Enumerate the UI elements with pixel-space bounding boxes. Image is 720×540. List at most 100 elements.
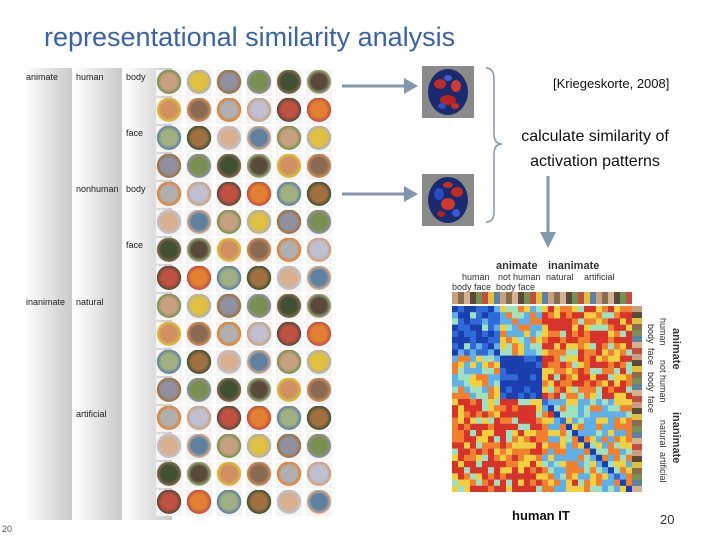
matrix-cell — [464, 473, 471, 480]
matrix-cell — [452, 324, 459, 332]
matrix-cell — [584, 343, 591, 350]
matrix-cell — [494, 399, 501, 406]
matrix-cell — [572, 436, 579, 443]
matrix-cell — [470, 343, 477, 350]
matrix-cell — [590, 306, 597, 313]
stimulus-thumbnail — [216, 182, 242, 208]
matrix-cell — [476, 368, 483, 375]
matrix-cell — [470, 405, 477, 412]
label-body: body — [126, 72, 146, 82]
matrix-cell — [464, 380, 471, 387]
matrix-cell — [614, 392, 621, 400]
matrix-icon — [632, 408, 642, 414]
matrix-icon — [608, 292, 614, 304]
matrix-cell — [626, 361, 632, 369]
label-face-nonhuman: face — [126, 240, 144, 250]
matrix-cell — [620, 374, 627, 381]
matrix-cell — [614, 436, 621, 443]
matrix-cell — [548, 349, 555, 356]
matrix-side-human: human — [658, 318, 668, 346]
matrix-cell — [500, 430, 507, 437]
matrix-cell — [578, 368, 585, 375]
matrix-cell — [560, 386, 567, 394]
matrix-cell — [506, 467, 513, 474]
matrix-cell — [470, 467, 477, 474]
matrix-cell — [518, 368, 525, 375]
matrix-cell — [620, 467, 627, 474]
matrix-cell — [548, 399, 555, 406]
matrix-cell — [524, 355, 531, 363]
matrix-icon — [584, 292, 590, 304]
matrix-cell — [596, 318, 603, 325]
matrix-cell — [614, 442, 621, 449]
matrix-cell — [590, 337, 597, 344]
matrix-cell — [620, 380, 627, 387]
matrix-cell — [608, 306, 615, 313]
matrix-side-face-2: face — [646, 396, 656, 414]
matrix-icon — [632, 480, 642, 486]
matrix-cell — [476, 312, 483, 319]
matrix-cell — [500, 392, 507, 400]
matrix-cell — [518, 467, 525, 474]
matrix-cell — [458, 442, 465, 449]
matrix-cell — [506, 374, 513, 381]
matrix-cell — [512, 306, 519, 313]
matrix-cell — [572, 442, 579, 449]
matrix-cell — [602, 355, 609, 363]
matrix-caption: human IT — [512, 508, 570, 523]
matrix-cell — [620, 306, 627, 313]
matrix-cell — [512, 330, 519, 338]
matrix-icon — [632, 450, 642, 456]
label-inanimate: inanimate — [26, 297, 66, 307]
matrix-cell — [608, 423, 615, 431]
stimulus-thumbnail — [216, 322, 242, 348]
matrix-cell — [596, 417, 603, 425]
matrix-cell — [530, 318, 537, 325]
matrix-top-nothuman: not human — [498, 272, 541, 282]
matrix-cell — [560, 306, 567, 313]
matrix-cell — [620, 405, 627, 412]
matrix-icon — [632, 486, 642, 492]
matrix-cell — [602, 330, 609, 338]
matrix-cell — [542, 411, 549, 418]
matrix-cell — [500, 405, 507, 412]
matrix-cell — [542, 430, 549, 437]
matrix-cell — [608, 330, 615, 338]
matrix-cell — [512, 374, 519, 381]
matrix-cell — [596, 454, 603, 462]
stimulus-thumbnail — [306, 238, 332, 264]
matrix-cell — [458, 380, 465, 387]
matrix-cell — [530, 386, 537, 394]
matrix-cell — [620, 423, 627, 431]
matrix-cell — [590, 467, 597, 474]
matrix-cell — [500, 436, 507, 443]
matrix-cell — [566, 330, 573, 338]
matrix-cell — [512, 386, 519, 394]
matrix-cell — [578, 411, 585, 418]
matrix-cell — [458, 312, 465, 319]
matrix-cell — [584, 411, 591, 418]
matrix-cell — [602, 423, 609, 431]
matrix-icon — [632, 402, 642, 408]
stimulus-thumbnail — [246, 126, 272, 152]
matrix-cell — [464, 461, 471, 468]
stimulus-thumbnail — [276, 294, 302, 320]
matrix-cell — [608, 442, 615, 449]
matrix-cell — [464, 374, 471, 381]
stimulus-thumbnail — [306, 70, 332, 96]
matrix-cell — [620, 324, 627, 332]
matrix-cell — [530, 368, 537, 375]
matrix-cell — [470, 368, 477, 375]
matrix-cell — [482, 306, 489, 313]
matrix-icon — [542, 292, 548, 304]
matrix-cell — [620, 368, 627, 375]
matrix-cell — [476, 479, 483, 487]
stimulus-thumbnail — [246, 490, 272, 516]
matrix-cell — [614, 454, 621, 462]
matrix-cell — [494, 343, 501, 350]
matrix-cell — [614, 374, 621, 381]
matrix-cell — [578, 374, 585, 381]
matrix-cell — [590, 368, 597, 375]
matrix-cell — [548, 423, 555, 431]
matrix-cell — [524, 361, 531, 369]
